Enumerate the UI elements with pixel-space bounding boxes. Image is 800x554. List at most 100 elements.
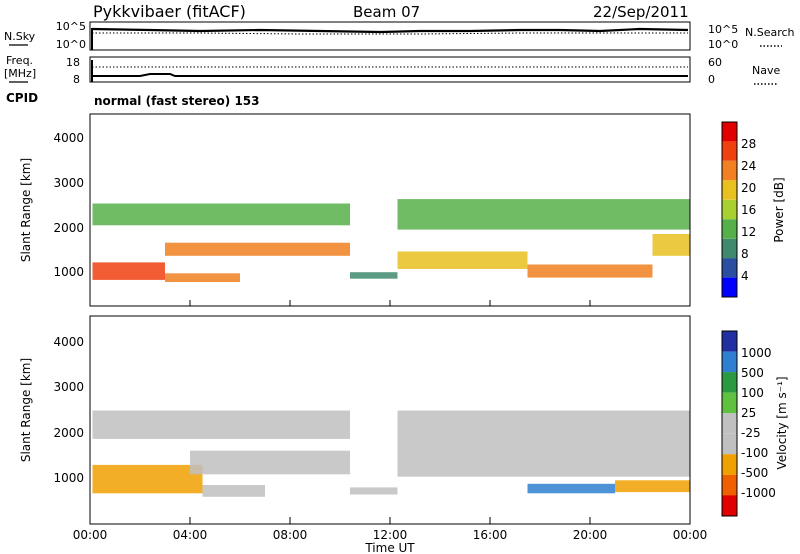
noise-search-trace bbox=[92, 32, 688, 35]
beam-title: Beam 07 bbox=[353, 3, 420, 21]
power-colorbar: 28 24 20 16 12 8 4 Power [dB] bbox=[721, 121, 786, 298]
power-band-3 bbox=[165, 242, 350, 256]
power-colorbar-seg-1 bbox=[722, 258, 737, 278]
power-ytick-1000: 1000 bbox=[53, 265, 84, 279]
freq-label-1: Freq. bbox=[6, 54, 33, 67]
power-band-4 bbox=[350, 272, 398, 279]
velocity-colorbar: 1000 500 100 25 -25 -100 -500 -1000 Velo… bbox=[721, 330, 789, 517]
power-cb-tick-8: 8 bbox=[741, 247, 749, 261]
velocity-colorbar-seg-0 bbox=[722, 331, 737, 352]
velocity-cb-tick-7: -1000 bbox=[741, 486, 776, 500]
velocity-cb-tick-4: -25 bbox=[741, 426, 761, 440]
noise-right-tick-bottom: 10^0 bbox=[708, 38, 738, 51]
power-colorbar-seg-4 bbox=[722, 199, 737, 220]
velocity-band-3 bbox=[190, 450, 350, 475]
xtick-04: 04:00 bbox=[173, 528, 208, 542]
cpid-label: CPID bbox=[6, 91, 38, 105]
velocity-band-2 bbox=[92, 410, 350, 439]
noise-sky-trace bbox=[91, 27, 689, 34]
velocity-colorbar-seg-7 bbox=[722, 474, 737, 496]
velocity-ytick-3000: 3000 bbox=[53, 380, 84, 394]
date-title: 22/Sep/2011 bbox=[593, 3, 689, 21]
xtick-00-end: 00:00 bbox=[673, 528, 708, 542]
freq-label-2: [MHz] bbox=[4, 67, 36, 80]
power-ytick-3000: 3000 bbox=[53, 176, 84, 190]
power-ytick-4000: 4000 bbox=[53, 131, 84, 145]
xtick-12: 12:00 bbox=[373, 528, 408, 542]
velocity-cb-tick-5: -100 bbox=[741, 446, 768, 460]
noise-right-tick-top: 10^5 bbox=[708, 23, 738, 36]
xtick-08: 08:00 bbox=[273, 528, 308, 542]
velocity-cb-tick-0: 1000 bbox=[741, 346, 772, 360]
power-band-6 bbox=[397, 199, 690, 230]
velocity-band-1 bbox=[202, 485, 265, 497]
freq-trace bbox=[92, 73, 688, 77]
velocity-ytick-2000: 2000 bbox=[53, 426, 84, 440]
velocity-colorbar-seg-6 bbox=[722, 454, 737, 475]
nave-right-tick-top: 60 bbox=[708, 56, 722, 69]
power-ylabel: Slant Range [km] bbox=[19, 158, 33, 262]
noise-sky-label: N.Sky bbox=[4, 30, 36, 43]
power-colorbar-seg-7 bbox=[722, 141, 737, 161]
cpid-text: normal (fast stereo) 153 bbox=[94, 94, 260, 108]
xtick-20: 20:00 bbox=[573, 528, 608, 542]
power-cb-tick-4: 4 bbox=[741, 269, 749, 283]
velocity-colorbar-frame bbox=[721, 330, 738, 517]
velocity-ylabel: Slant Range [km] bbox=[19, 358, 33, 462]
velocity-colorbar-seg-4 bbox=[722, 413, 737, 434]
velocity-colorbar-seg-3 bbox=[722, 392, 737, 414]
power-colorbar-seg-2 bbox=[722, 238, 737, 259]
velocity-cb-tick-3: 25 bbox=[741, 406, 756, 420]
velocity-colorbar-label: Velocity [m s⁻¹] bbox=[775, 376, 789, 469]
velocity-cb-tick-1: 500 bbox=[741, 366, 764, 380]
power-colorbar-seg-5 bbox=[722, 180, 737, 200]
velocity-cb-tick-6: -500 bbox=[741, 466, 768, 480]
freq-left-tick-bottom: 8 bbox=[73, 73, 80, 86]
power-colorbar-seg-0 bbox=[722, 277, 737, 297]
power-band-7 bbox=[527, 264, 653, 278]
power-colorbar-seg-3 bbox=[722, 219, 737, 239]
power-cb-tick-20: 20 bbox=[741, 181, 756, 195]
noise-panel-frame bbox=[89, 21, 691, 51]
power-cb-tick-12: 12 bbox=[741, 225, 756, 239]
velocity-heatmap bbox=[92, 410, 690, 497]
velocity-cb-tick-2: 100 bbox=[741, 386, 764, 400]
velocity-panel: Slant Range [km] 1000 2000 3000 4000 bbox=[19, 315, 691, 525]
power-colorbar-seg-6 bbox=[722, 160, 737, 181]
power-colorbar-frame bbox=[721, 121, 738, 298]
power-panel: Slant Range [km] 1000 2000 3000 4000 bbox=[19, 113, 691, 307]
velocity-ytick-1000: 1000 bbox=[53, 471, 84, 485]
velocity-colorbar-seg-1 bbox=[722, 351, 737, 373]
power-band-2 bbox=[92, 203, 350, 226]
x-axis-label: Time UT bbox=[364, 541, 415, 554]
power-band-5 bbox=[397, 251, 528, 269]
freq-left-tick-top: 18 bbox=[66, 56, 80, 69]
velocity-colorbar-seg-5 bbox=[722, 433, 737, 455]
velocity-band-6 bbox=[527, 483, 615, 494]
velocity-band-5 bbox=[397, 410, 690, 477]
velocity-band-0 bbox=[92, 464, 203, 494]
velocity-ytick-4000: 4000 bbox=[53, 335, 84, 349]
freq-panel-frame bbox=[89, 56, 691, 83]
nave-label: Nave bbox=[752, 64, 780, 77]
power-colorbar-label: Power [dB] bbox=[772, 177, 786, 242]
velocity-colorbar-scale bbox=[722, 331, 737, 516]
power-heatmap bbox=[92, 199, 690, 282]
station-title: Pykkvibaer (fitACF) bbox=[93, 2, 246, 21]
velocity-band-7 bbox=[615, 480, 690, 493]
noise-left-tick-top: 10^5 bbox=[56, 20, 86, 33]
nave-right-tick-bottom: 0 bbox=[708, 73, 715, 86]
power-band-0 bbox=[92, 262, 165, 280]
power-colorbar-seg-8 bbox=[722, 122, 737, 142]
xtick-16: 16:00 bbox=[473, 528, 508, 542]
noise-search-label: N.Search bbox=[745, 26, 795, 39]
power-ytick-2000: 2000 bbox=[53, 221, 84, 235]
noise-left-tick-bottom: 10^0 bbox=[56, 38, 86, 51]
time-axis: 00:00 04:00 08:00 12:00 16:00 20:00 00:0… bbox=[73, 300, 708, 554]
velocity-band-4 bbox=[350, 487, 398, 495]
power-colorbar-scale bbox=[722, 122, 737, 297]
power-band-8 bbox=[652, 234, 690, 256]
velocity-colorbar-seg-2 bbox=[722, 372, 737, 393]
power-cb-tick-24: 24 bbox=[741, 159, 756, 173]
power-cb-tick-16: 16 bbox=[741, 203, 756, 217]
